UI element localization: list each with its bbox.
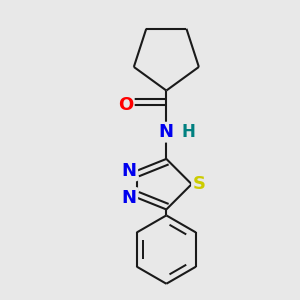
Text: N: N [122, 162, 137, 180]
Text: N: N [159, 123, 174, 141]
Text: H: H [182, 123, 196, 141]
Text: O: O [118, 96, 133, 114]
Text: S: S [193, 175, 206, 193]
Text: N: N [122, 189, 137, 207]
